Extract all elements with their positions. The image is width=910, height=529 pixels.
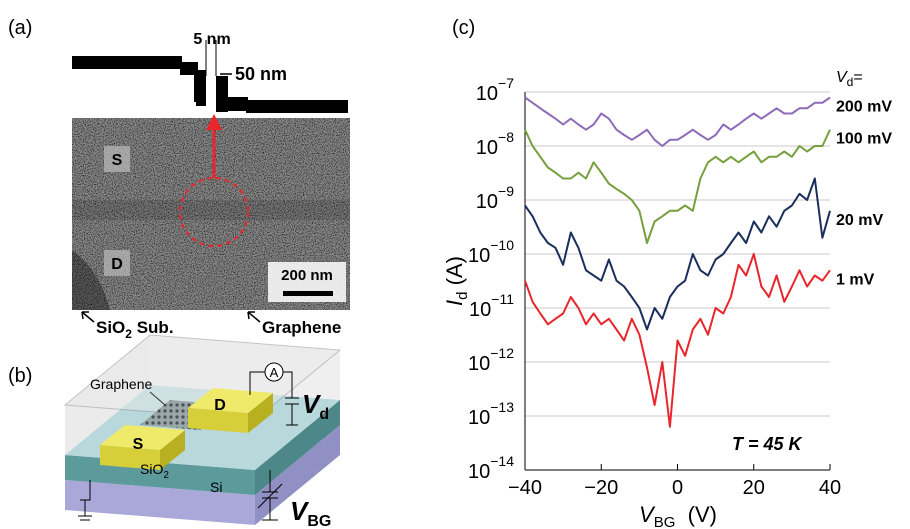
drain-label: D (111, 256, 123, 273)
text-sub: d (319, 406, 329, 423)
text-part: SiO (96, 318, 125, 337)
tick-exponent: −8 (498, 129, 514, 145)
graphene-label: Graphene (262, 318, 341, 337)
panel-label: (c) (452, 17, 475, 39)
text-sub: 2 (163, 470, 169, 481)
series-label: 20 mV (836, 212, 883, 229)
series-label: 200 mV (836, 99, 892, 116)
y-tick-label: 10−13 (468, 399, 514, 429)
text-sub: BG (654, 514, 676, 529)
tick-exponent: −13 (490, 399, 514, 415)
tick-base: 10 (468, 353, 490, 375)
tick-base: 10 (469, 299, 491, 321)
x-tick-label: −40 (508, 477, 542, 499)
tick-exponent: −11 (491, 291, 514, 307)
source-label: S (133, 436, 144, 453)
scale-bar (283, 291, 333, 296)
vbg-label: VBG (290, 496, 331, 529)
x-tick-label: 40 (819, 477, 841, 499)
tick-exponent: −14 (490, 453, 514, 469)
panel-a: (a) 5 nm 50 nm S D 200 nm SiO2 Sub. (8, 17, 350, 341)
tick-base: 10 (468, 407, 490, 429)
pointer (248, 312, 260, 322)
graphene-strip (72, 200, 350, 220)
tick-base: 10 (476, 83, 498, 105)
tick-exponent: −10 (490, 237, 514, 253)
text-part: (V) (675, 502, 717, 527)
tick-exponent: −12 (490, 345, 514, 361)
series-line (525, 254, 830, 427)
meter-label: A (270, 365, 279, 380)
text-part: SiO (140, 461, 163, 477)
panel-label: (a) (8, 17, 32, 39)
pointer (82, 312, 94, 322)
y-tick-label: 10−11 (469, 291, 514, 321)
y-tick-label: 10−9 (476, 183, 514, 213)
x-tick-label: 20 (743, 477, 765, 499)
text-part: = (853, 69, 862, 86)
tick-exponent: −9 (498, 183, 514, 199)
width-label: 50 nm (235, 64, 287, 84)
text-sub: BG (307, 513, 331, 529)
panel-label: (b) (8, 365, 32, 387)
x-tick-label: −20 (584, 477, 618, 499)
text-sub: d (847, 75, 854, 89)
series-line (525, 130, 830, 243)
x-axis-label: VBG (V) (639, 502, 717, 529)
y-tick-label: 10−10 (468, 237, 514, 267)
si-label: Si (210, 479, 222, 495)
tick-base: 10 (476, 137, 498, 159)
gap-label: 5 nm (193, 31, 230, 48)
series-label: 1 mV (836, 271, 875, 288)
y-tick-label: 10−8 (476, 129, 514, 159)
schematic (72, 56, 348, 113)
panel-c: (c) Id (A) VBG (V) Vd= T = 45 K 10−1410−… (442, 17, 892, 529)
annotation: T = 45 K (732, 434, 804, 454)
graphene-label: Graphene (90, 376, 152, 392)
series-line (525, 98, 830, 147)
tick-base: 10 (468, 245, 490, 267)
panel-b: (b) Graphene D S SiO2 Si A Vd VBG (8, 335, 340, 529)
y-tick-label: 10−12 (468, 345, 514, 375)
scale-label: 200 nm (281, 267, 333, 284)
x-tick-label: 0 (672, 477, 683, 499)
figure: (a) 5 nm 50 nm S D 200 nm SiO2 Sub. (0, 0, 910, 529)
y-tick-label: 10−7 (476, 75, 514, 105)
series-label: 100 mV (836, 131, 892, 148)
text-part: Sub. (132, 318, 174, 337)
y-axis-label: Id (A) (442, 256, 471, 306)
source-label: S (112, 152, 123, 169)
tick-exponent: −7 (498, 75, 514, 91)
tick-base: 10 (468, 461, 490, 483)
text-part: (A) (442, 256, 467, 291)
legend-title: Vd= (836, 69, 863, 89)
tick-base: 10 (476, 191, 498, 213)
drain-label: D (214, 397, 226, 414)
